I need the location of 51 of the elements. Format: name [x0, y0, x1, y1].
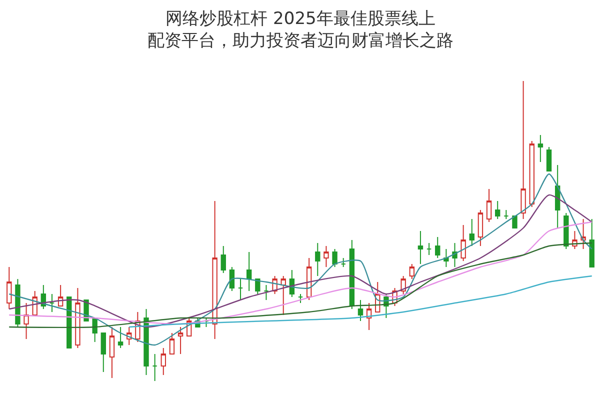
candlestick [349, 240, 355, 310]
candlestick [49, 294, 55, 312]
candlestick [366, 302, 372, 330]
candlestick [246, 252, 252, 292]
candlestick [315, 242, 320, 276]
candlestick [546, 146, 552, 172]
candlestick [238, 278, 244, 300]
candlestick [504, 210, 509, 220]
candlestick [589, 218, 594, 268]
candlestick [512, 216, 518, 228]
candlestick [340, 258, 346, 268]
candlestick [460, 224, 466, 262]
candlestick [564, 212, 569, 250]
candlestick [6, 266, 12, 310]
candlestick [529, 140, 534, 208]
candlestick [24, 302, 29, 340]
candlestick [332, 248, 338, 268]
candlestick [400, 276, 406, 294]
candlestick [212, 200, 218, 340]
candlestick [435, 236, 440, 258]
candlestick [204, 318, 209, 328]
candlestick [169, 332, 175, 354]
candlestick [109, 326, 115, 378]
candlestick [178, 326, 184, 354]
chart-title: 网络炒股杠杆 2025年最佳股票线上配资平台，助力投资者迈向财富增长之路 [148, 9, 454, 52]
candlestick [418, 230, 424, 264]
candlestick [409, 264, 414, 280]
candlestick [298, 294, 304, 304]
candlestick [255, 278, 260, 294]
candlestick [495, 200, 500, 220]
candlestick [229, 266, 235, 292]
candlestick [478, 210, 484, 246]
candlestick [469, 218, 474, 246]
candlestick [358, 300, 364, 322]
candlestick [538, 134, 544, 162]
candlestick [554, 164, 560, 228]
candlestick [152, 354, 158, 382]
candlestick [220, 246, 226, 274]
candlestick [280, 276, 286, 316]
candlestick [118, 326, 124, 348]
candlestick [580, 218, 586, 250]
candlestick [100, 332, 106, 372]
candlestick [160, 348, 166, 376]
candlestick [264, 284, 269, 300]
candlestick [324, 246, 329, 268]
candlestick [520, 80, 526, 220]
candlestick [426, 242, 432, 256]
candlestick [58, 284, 64, 306]
candlestick [75, 288, 80, 348]
candlestick [444, 248, 449, 268]
candlestick [486, 188, 492, 222]
